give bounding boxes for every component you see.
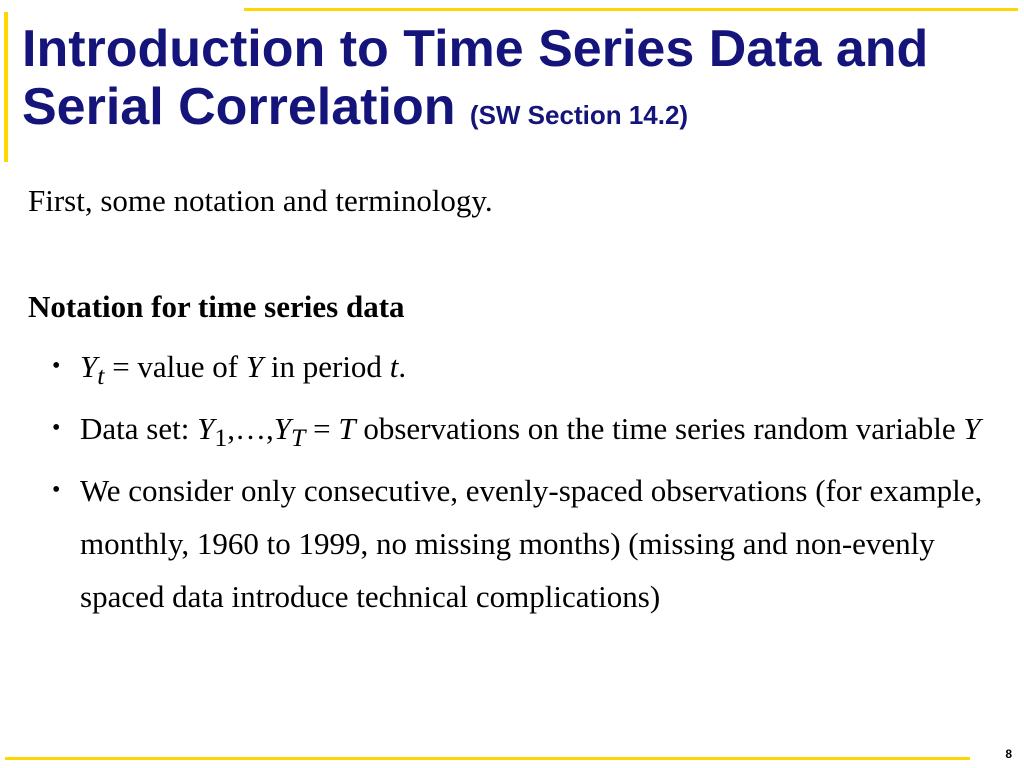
math-subscript: 1	[214, 423, 228, 453]
math-subscript: T	[291, 423, 306, 453]
bullet-text: observations on the time series random v…	[355, 411, 964, 447]
bullet-item: • Data set: Y1,…,YT = T observations on …	[52, 402, 992, 464]
bullet-text: =	[305, 411, 339, 447]
bullet-text: Data set:	[80, 411, 198, 447]
bullet-item: • We consider only consecutive, evenly-s…	[52, 464, 992, 623]
bullet-text: We consider only consecutive, evenly-spa…	[80, 473, 983, 615]
bottom-accent-line	[5, 757, 970, 760]
math-variable: Y	[245, 349, 264, 384]
math-variable: Y	[197, 411, 215, 447]
bullet-text: in period	[263, 349, 390, 384]
top-accent-line	[244, 8, 1018, 11]
bullet-icon: •	[52, 353, 61, 379]
math-variable: Y	[80, 349, 98, 384]
bullet-item: • Yt = value of Y in period t.	[52, 340, 992, 402]
bullet-text: = value of	[104, 349, 246, 384]
math-variable: Y	[273, 411, 291, 447]
intro-text: First, some notation and terminology.	[28, 183, 493, 218]
math-variable: t	[389, 349, 399, 384]
bullet-text: ,…,	[227, 411, 274, 447]
math-variable: Y	[963, 411, 981, 447]
bullet-list: • Yt = value of Y in period t. • Data se…	[52, 340, 992, 623]
bullet-text: .	[398, 349, 407, 384]
title-section-reference: (SW Section 14.2)	[469, 100, 689, 130]
bullet-icon: •	[52, 415, 61, 442]
title-main: Introduction to Time Series Data and Ser…	[22, 20, 929, 136]
slide-number: 8	[1005, 747, 1012, 761]
section-heading: Notation for time series data	[28, 289, 405, 324]
slide-title: Introduction to Time Series Data and Ser…	[22, 20, 1002, 144]
bullet-icon: •	[52, 477, 61, 504]
math-subscript: t	[97, 361, 105, 391]
math-variable: T	[338, 411, 356, 447]
left-accent-bar	[4, 12, 8, 162]
